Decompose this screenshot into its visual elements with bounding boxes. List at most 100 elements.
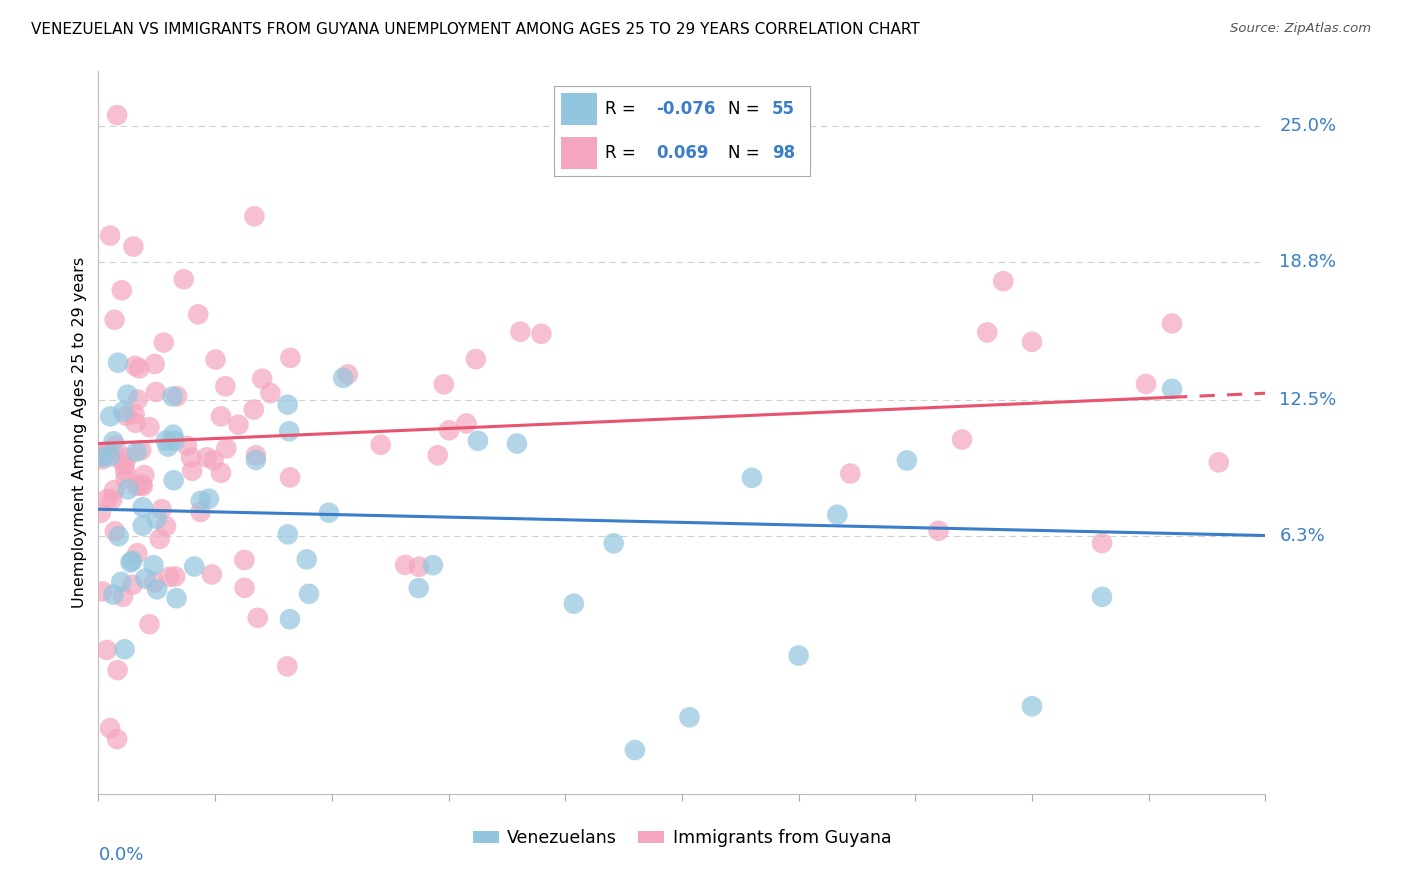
Point — [678, 710, 700, 724]
Text: 6.3%: 6.3% — [1279, 526, 1324, 544]
Point — [166, 591, 188, 606]
Point — [394, 558, 416, 572]
Point — [98, 450, 121, 464]
Point — [98, 444, 121, 458]
Point — [124, 359, 146, 373]
Point — [98, 409, 121, 424]
Point — [562, 597, 585, 611]
Point — [105, 732, 128, 747]
Point — [114, 642, 136, 657]
Text: VENEZUELAN VS IMMIGRANTS FROM GUYANA UNEMPLOYMENT AMONG AGES 25 TO 29 YEARS CORR: VENEZUELAN VS IMMIGRANTS FROM GUYANA UNE… — [31, 22, 920, 37]
Point — [98, 721, 121, 735]
Point — [245, 453, 267, 467]
Point — [104, 439, 127, 453]
Point — [157, 570, 180, 584]
Point — [142, 558, 165, 573]
Point — [181, 464, 204, 478]
Point — [96, 643, 118, 657]
Point — [950, 433, 973, 447]
Point — [121, 578, 143, 592]
Point — [121, 554, 143, 568]
Point — [107, 356, 129, 370]
Point — [143, 575, 166, 590]
Point — [787, 648, 810, 663]
Point — [243, 209, 266, 223]
Point — [163, 434, 186, 448]
Point — [166, 389, 188, 403]
Point — [124, 407, 146, 421]
Text: 0.0%: 0.0% — [98, 846, 143, 863]
Point — [202, 453, 225, 467]
Point — [146, 582, 169, 597]
Point — [110, 574, 132, 589]
Point — [250, 372, 273, 386]
Point — [131, 518, 153, 533]
Point — [426, 448, 449, 462]
Point — [1091, 536, 1114, 550]
Point — [122, 239, 145, 253]
Point — [155, 434, 177, 448]
Text: 25.0%: 25.0% — [1279, 117, 1337, 135]
Point — [128, 361, 150, 376]
Point — [976, 326, 998, 340]
Point — [298, 587, 321, 601]
Point — [120, 556, 142, 570]
Point — [96, 492, 118, 507]
Point — [115, 450, 138, 465]
Point — [190, 493, 212, 508]
Point — [150, 502, 173, 516]
Point — [103, 434, 125, 449]
Point — [103, 312, 125, 326]
Text: 12.5%: 12.5% — [1279, 391, 1337, 409]
Point — [1161, 382, 1184, 396]
Point — [464, 352, 486, 367]
Point — [114, 465, 136, 479]
Point — [602, 536, 624, 550]
Point — [162, 389, 184, 403]
Point — [104, 524, 127, 539]
Point — [827, 508, 849, 522]
Point — [245, 448, 267, 462]
Text: Source: ZipAtlas.com: Source: ZipAtlas.com — [1230, 22, 1371, 36]
Point — [114, 472, 136, 486]
Point — [124, 416, 146, 430]
Point — [433, 377, 456, 392]
Point — [183, 559, 205, 574]
Point — [332, 371, 354, 385]
Point — [115, 409, 138, 423]
Point — [190, 505, 212, 519]
Point — [195, 450, 218, 465]
Point — [131, 477, 153, 491]
Point — [145, 512, 167, 526]
Point — [280, 351, 302, 365]
Point — [93, 446, 115, 460]
Point — [1135, 376, 1157, 391]
Point — [138, 617, 160, 632]
Point — [134, 572, 156, 586]
Point — [90, 506, 112, 520]
Point — [276, 659, 298, 673]
Point — [103, 588, 125, 602]
Point — [1208, 455, 1230, 469]
Point — [228, 417, 250, 432]
Point — [201, 567, 224, 582]
Y-axis label: Unemployment Among Ages 25 to 29 years: Unemployment Among Ages 25 to 29 years — [72, 257, 87, 608]
Point — [129, 443, 152, 458]
Point — [204, 352, 226, 367]
Point — [111, 454, 134, 468]
Point — [134, 468, 156, 483]
Point — [127, 479, 149, 493]
Point — [437, 423, 460, 437]
Point — [1021, 334, 1043, 349]
Point — [125, 444, 148, 458]
Point — [114, 458, 136, 472]
Point — [422, 558, 444, 573]
Point — [456, 417, 478, 431]
Point — [336, 368, 359, 382]
Point — [408, 559, 430, 574]
Point — [1161, 317, 1184, 331]
Point — [624, 743, 647, 757]
Point — [111, 590, 134, 604]
Point — [509, 325, 531, 339]
Point — [370, 438, 392, 452]
